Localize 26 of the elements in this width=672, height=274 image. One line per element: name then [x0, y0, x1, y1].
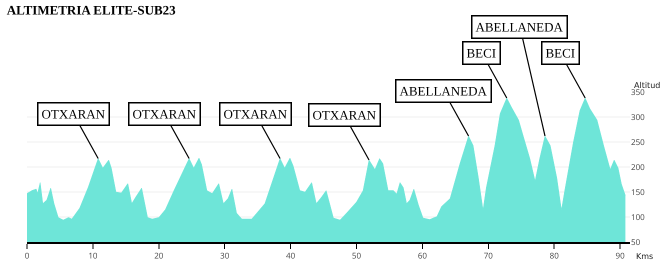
annotation: BECI	[546, 46, 576, 60]
chart-title: ALTIMETRIA ELITE-SUB23	[6, 2, 176, 18]
x-tick-label: 40	[286, 250, 296, 262]
y-tick-label: 250	[631, 136, 646, 148]
x-axis-title: Kms	[636, 252, 654, 261]
x-tick-label: 70	[484, 250, 494, 262]
x-tick-label: 10	[88, 250, 98, 262]
x-tick-label: 0	[24, 250, 30, 262]
y-tick-label: 200	[631, 162, 646, 173]
y-tick-label: 100	[631, 212, 646, 223]
annotation: ABELLANEDA	[400, 84, 488, 98]
annotation: OTXARAN	[132, 106, 197, 122]
x-tick-label: 60	[418, 250, 428, 262]
annotation: OTXARAN	[42, 106, 106, 122]
annotation: BECI	[466, 46, 496, 60]
x-tick-label: 50	[352, 250, 362, 262]
y-tick-label: 50	[631, 236, 641, 248]
x-tick-label: 30	[220, 250, 230, 262]
y-tick-label: 300	[631, 112, 646, 123]
x-tick-label: 80	[550, 250, 560, 262]
x-tick-label: 90	[616, 250, 626, 262]
annotation: OTXARAN	[224, 106, 288, 122]
annotation: OTXARAN	[312, 108, 377, 122]
annotation: ABELLANEDA	[476, 20, 564, 34]
x-tick-label: 20	[154, 250, 164, 262]
y-tick-label: 150	[631, 186, 646, 198]
